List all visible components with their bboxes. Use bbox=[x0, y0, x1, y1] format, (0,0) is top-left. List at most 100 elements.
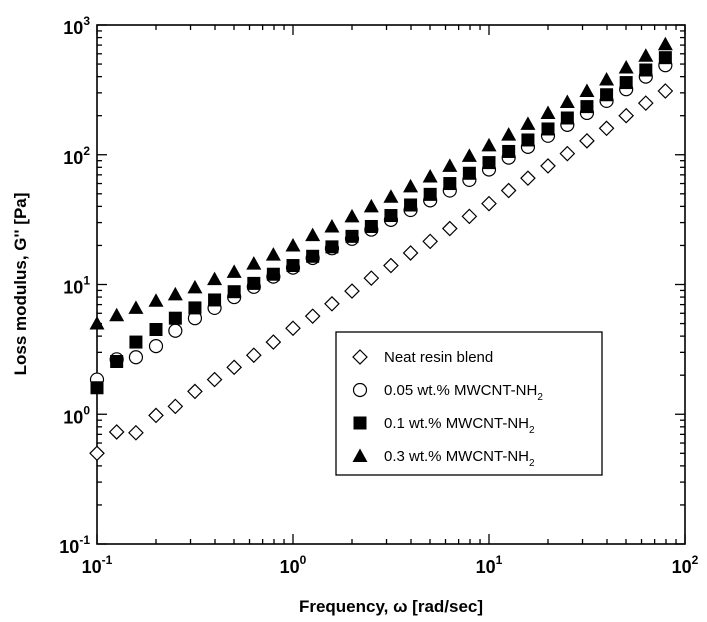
x-tick-label: 100 bbox=[280, 553, 307, 577]
data-point bbox=[226, 264, 242, 278]
data-point bbox=[402, 245, 419, 261]
x-axis-title: Frequency, ω [rad/sec] bbox=[299, 597, 483, 616]
data-point bbox=[168, 311, 182, 325]
data-point bbox=[580, 100, 594, 114]
data-point bbox=[90, 381, 104, 395]
x-tick-label: 10-1 bbox=[82, 553, 113, 577]
data-point bbox=[89, 316, 105, 330]
data-point bbox=[521, 133, 535, 147]
y-tick-label: 101 bbox=[63, 274, 90, 298]
data-point bbox=[364, 219, 378, 233]
data-point bbox=[403, 178, 419, 193]
data-point bbox=[520, 116, 536, 130]
data-point bbox=[187, 279, 203, 294]
data-point bbox=[383, 257, 399, 274]
data-point bbox=[345, 229, 359, 243]
data-point bbox=[658, 51, 672, 65]
data-point bbox=[579, 132, 595, 149]
data-point bbox=[247, 276, 261, 290]
data-point bbox=[423, 187, 437, 201]
y-tick-label: 10-1 bbox=[59, 533, 90, 557]
data-point bbox=[187, 383, 203, 400]
data-point bbox=[227, 285, 241, 299]
legend-label: 0.1 wt.% MWCNT-NH2 bbox=[384, 415, 535, 436]
data-point bbox=[363, 270, 380, 286]
data-point bbox=[598, 120, 615, 137]
legend-label: Neat resin blend bbox=[384, 349, 493, 366]
y-tick-label: 100 bbox=[63, 403, 90, 427]
data-point bbox=[599, 72, 615, 86]
data-point bbox=[344, 208, 360, 223]
x-tick-label: 101 bbox=[476, 553, 503, 577]
data-point bbox=[148, 339, 164, 354]
data-point bbox=[443, 177, 457, 191]
data-point bbox=[286, 259, 300, 273]
legend-marker bbox=[352, 382, 368, 398]
data-point bbox=[167, 286, 183, 301]
data-point bbox=[383, 189, 399, 203]
x-tick-label: 102 bbox=[672, 553, 699, 577]
data-point bbox=[637, 95, 654, 111]
data-points bbox=[89, 36, 674, 462]
legend: Neat resin blend 0.05 wt.% MWCNT-NH2 0.1 w… bbox=[335, 331, 603, 476]
data-point bbox=[324, 295, 340, 312]
data-point bbox=[304, 308, 321, 325]
data-point bbox=[502, 144, 516, 158]
data-point bbox=[384, 209, 398, 223]
data-point bbox=[128, 424, 144, 441]
data-point bbox=[422, 233, 439, 250]
data-point bbox=[110, 355, 124, 369]
data-point bbox=[168, 323, 183, 338]
data-point bbox=[540, 105, 556, 119]
y-axis-title: Loss modulus, G'' [Pa] bbox=[11, 193, 30, 376]
data-point bbox=[149, 322, 163, 336]
data-point bbox=[441, 220, 458, 237]
data-point bbox=[129, 335, 143, 349]
data-point bbox=[246, 256, 262, 270]
data-point bbox=[461, 148, 477, 162]
data-point bbox=[265, 247, 281, 261]
data-point bbox=[285, 320, 301, 337]
y-tick-label: 102 bbox=[63, 144, 90, 168]
data-point bbox=[148, 407, 164, 424]
series-1 bbox=[89, 83, 674, 462]
data-point bbox=[325, 240, 339, 254]
legend-label: 0.3 wt.% MWCNT-NH2 bbox=[384, 448, 535, 469]
data-point bbox=[559, 94, 575, 109]
data-point bbox=[167, 398, 184, 415]
data-point bbox=[305, 227, 321, 242]
data-point bbox=[638, 48, 654, 62]
data-point bbox=[461, 208, 478, 225]
series-4 bbox=[89, 36, 673, 330]
data-point bbox=[619, 76, 633, 90]
data-point bbox=[422, 168, 438, 183]
data-point bbox=[344, 283, 360, 299]
data-point bbox=[128, 350, 144, 365]
data-point bbox=[206, 371, 223, 388]
data-point bbox=[148, 293, 164, 307]
data-point bbox=[324, 218, 340, 233]
data-point bbox=[540, 158, 556, 174]
data-point bbox=[363, 198, 379, 213]
data-point bbox=[442, 158, 458, 172]
legend-marker bbox=[352, 448, 368, 462]
data-point bbox=[207, 271, 223, 286]
data-point bbox=[108, 424, 125, 440]
data-point bbox=[285, 237, 301, 252]
data-point bbox=[265, 334, 282, 350]
data-point bbox=[404, 198, 418, 212]
y-tick-label: 103 bbox=[63, 14, 90, 38]
data-point bbox=[501, 127, 517, 141]
legend-box bbox=[335, 331, 603, 476]
data-point bbox=[500, 182, 517, 199]
legend-marker bbox=[352, 349, 368, 365]
legend-marker bbox=[353, 416, 367, 430]
data-point bbox=[188, 301, 202, 315]
data-point bbox=[481, 137, 497, 152]
data-point bbox=[600, 88, 614, 102]
legend-label: 0.05 wt.% MWCNT-NH2 bbox=[384, 382, 543, 403]
data-point bbox=[579, 83, 595, 97]
data-point bbox=[559, 145, 576, 162]
data-point bbox=[482, 156, 496, 170]
